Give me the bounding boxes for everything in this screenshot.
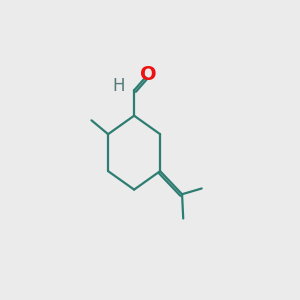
Text: H: H (112, 77, 125, 95)
Text: O: O (140, 64, 157, 84)
